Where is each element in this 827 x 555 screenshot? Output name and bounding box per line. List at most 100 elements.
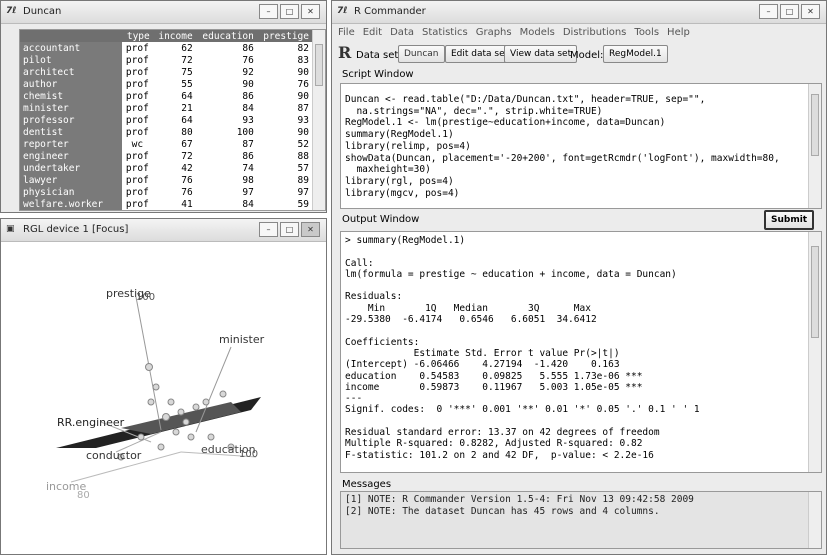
data-cell: prof — [122, 162, 153, 174]
scene-label: 100 — [136, 292, 155, 303]
menu-item[interactable]: Models — [520, 27, 555, 38]
scrollbar[interactable] — [808, 492, 821, 548]
close-button[interactable]: ✕ — [301, 4, 320, 19]
data-cell: 90 — [196, 78, 257, 90]
maximize-button[interactable]: □ — [780, 4, 799, 19]
output-line: Estimate Std. Error t value Pr(>|t|) — [345, 348, 700, 359]
output-window-label: Output Window — [342, 214, 419, 225]
menu-item[interactable]: Tools — [634, 27, 659, 38]
column-header: prestige — [257, 30, 312, 42]
close-button[interactable]: ✕ — [801, 4, 820, 19]
menu-item[interactable]: File — [338, 27, 355, 38]
menu-item[interactable]: Graphs — [476, 27, 512, 38]
menu-bar: File Edit Data Statistics Graphs Models Distri… — [338, 27, 690, 38]
rgl-window: ▣ RGL device 1 [Focus] –□✕ prestige 100 … — [0, 218, 327, 555]
menu-item[interactable]: Edit — [363, 27, 382, 38]
minimize-button[interactable]: – — [259, 4, 278, 19]
data-cell: prof — [122, 102, 153, 114]
data-cell: prof — [122, 90, 153, 102]
submit-button[interactable]: Submit — [764, 210, 814, 230]
data-cell: 76 — [153, 186, 196, 198]
data-cell: 57 — [257, 162, 312, 174]
menu-item[interactable]: Data — [390, 27, 414, 38]
script-line: summary(RegModel.1) — [345, 129, 780, 141]
output-line: education 0.54583 0.09825 5.555 1.73e-06… — [345, 371, 700, 382]
scrollbar[interactable] — [312, 30, 325, 210]
data-cell: 93 — [257, 114, 312, 126]
data-cell: 21 — [153, 102, 196, 114]
menu-item[interactable]: Statistics — [422, 27, 468, 38]
data-cell: 80 — [153, 126, 196, 138]
title-bar: 7ℓ Duncan –□✕ — [1, 1, 326, 24]
output-line: Signif. codes: 0 '***' 0.001 '**' 0.01 '… — [345, 404, 700, 415]
window-title: R Commander — [354, 6, 426, 17]
data-cell: wc — [122, 138, 153, 150]
data-cell: 67 — [153, 138, 196, 150]
row-name: chemist — [20, 90, 122, 102]
menu-item[interactable]: Help — [667, 27, 690, 38]
view-data-set-button[interactable]: View data set — [504, 45, 577, 63]
column-header: education — [196, 30, 257, 42]
window-icon: 7ℓ — [337, 6, 348, 16]
data-set-button[interactable]: Duncan — [398, 45, 445, 63]
data-cell: 100 — [196, 126, 257, 138]
scrollbar[interactable] — [808, 232, 821, 472]
title-bar: ▣ RGL device 1 [Focus] –□✕ — [1, 219, 326, 242]
output-line: --- — [345, 393, 700, 404]
data-cell: 76 — [196, 54, 257, 66]
data-cell: 90 — [257, 90, 312, 102]
data-cell: prof — [122, 66, 153, 78]
output-block: > summary(RegModel.1) — [345, 235, 700, 246]
data-cell: 64 — [153, 90, 196, 102]
minimize-button[interactable]: – — [759, 4, 778, 19]
output-window[interactable]: > summary(RegModel.1) Call:lm(formula = p… — [340, 231, 822, 473]
output-block: Call:lm(formula = prestige ~ education +… — [345, 258, 700, 281]
close-button[interactable]: ✕ — [301, 222, 320, 237]
maximize-button[interactable]: □ — [280, 4, 299, 19]
rgl-scene: prestige 100 minister RR.engineer conduc… — [1, 242, 326, 554]
data-cell: 89 — [257, 174, 312, 186]
messages-text: [1] NOTE: R Commander Version 1.5-4: Fri… — [345, 494, 694, 518]
data-cell: 97 — [257, 186, 312, 198]
message-line: [1] NOTE: R Commander Version 1.5-4: Fri… — [345, 494, 694, 506]
screen: 7ℓ Duncan –□✕ typeincomeeducationprestig… — [0, 0, 827, 555]
output-line: (Intercept) -6.06466 4.27194 -1.420 0.16… — [345, 359, 700, 370]
row-name: minister — [20, 102, 122, 114]
minimize-button[interactable]: – — [259, 222, 278, 237]
output-line: lm(formula = prestige ~ education + inco… — [345, 269, 700, 280]
data-cell: 72 — [153, 54, 196, 66]
menu-item[interactable]: Distributions — [563, 27, 627, 38]
output-line: F-statistic: 101.2 on 2 and 42 DF, p-val… — [345, 450, 700, 461]
model-button[interactable]: RegModel.1 — [603, 45, 668, 63]
scrollbar[interactable] — [808, 84, 821, 208]
data-cell: 59 — [257, 198, 312, 210]
row-name: welfare.worker — [20, 198, 122, 210]
data-cell: prof — [122, 78, 153, 90]
data-cell: prof — [122, 186, 153, 198]
messages-label: Messages — [342, 479, 391, 490]
maximize-button[interactable]: □ — [280, 222, 299, 237]
title-bar: 7ℓ R Commander –□✕ — [332, 1, 826, 24]
window-icon: 7ℓ — [6, 6, 17, 16]
script-window[interactable]: Duncan <- read.table("D:/Data/Duncan.txt… — [340, 83, 822, 209]
script-line: na.strings="NA", dec=".", strip.white=TR… — [345, 106, 780, 118]
row-name: pilot — [20, 54, 122, 66]
column-header: income — [153, 30, 196, 42]
data-cell: 92 — [196, 66, 257, 78]
